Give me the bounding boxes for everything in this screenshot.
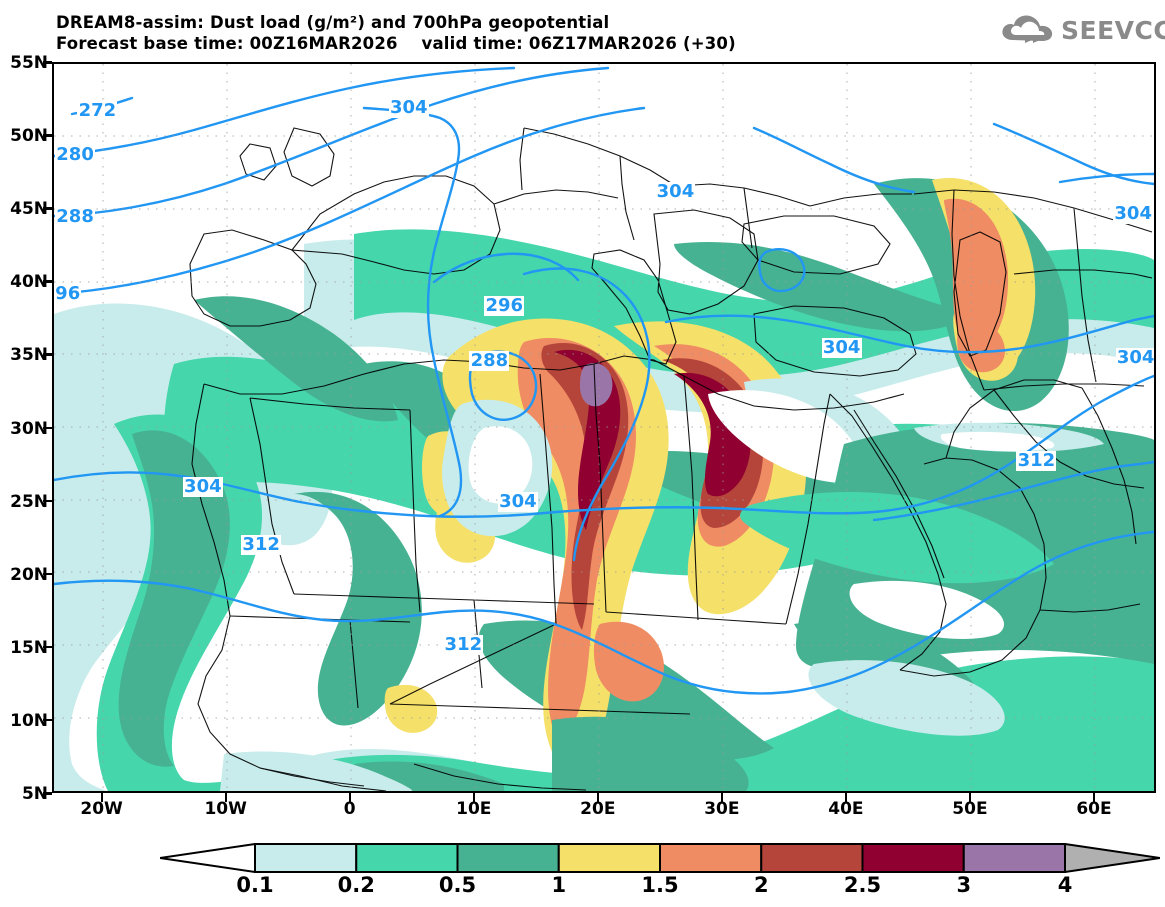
colorbar-tick-label: 2.5 — [843, 873, 882, 897]
cloud-icon — [1002, 15, 1053, 43]
longitude-tick-label: 30E — [704, 799, 740, 819]
colorbar-swatch — [456, 843, 560, 873]
latitude-tick-label: 15N — [10, 637, 48, 658]
latitude-tick-mark — [43, 718, 52, 722]
chart-header: DREAM8-assim: Dust load (g/m²) and 700hP… — [0, 0, 1165, 58]
contour-value-label: 304 — [655, 180, 696, 202]
colorbar-tick-label: 1.5 — [641, 873, 679, 897]
colorbar-swatch — [962, 843, 1066, 873]
latitude-tick-label: 40N — [10, 272, 48, 293]
contour-value-label: 304 — [821, 337, 862, 359]
colorbar-swatch — [760, 843, 864, 873]
dust-load-map — [54, 64, 1154, 791]
latitude-tick-label: 35N — [10, 345, 48, 366]
latitude-tick-label: 55N — [10, 53, 48, 73]
latitude-tick-mark — [43, 280, 52, 283]
latitude-tick-mark — [43, 207, 52, 210]
longitude-tick-mark — [472, 793, 476, 802]
longitude-tick-label: 0 — [343, 799, 356, 819]
latitude-tick-label: 45N — [10, 199, 48, 220]
longitude-tick-mark — [348, 793, 352, 802]
latitude-tick-label: 5N — [21, 784, 48, 804]
colorbar-tick-label: 3 — [956, 873, 972, 897]
longitude-tick-mark — [596, 793, 600, 802]
contour-value-label: 304 — [1113, 202, 1154, 224]
chart-subtitle: Forecast base time: 00Z16MAR2026 valid t… — [56, 34, 736, 53]
latitude-tick-mark — [43, 792, 52, 795]
contour-value-label: 312 — [241, 534, 282, 556]
colorbar-tick-label: 0.2 — [337, 873, 375, 897]
colorbar-swatch — [659, 843, 763, 873]
contour-value-label: 296 — [54, 283, 82, 304]
contour-value-label: 304 — [388, 97, 429, 119]
longitude-tick-label: 10W — [204, 799, 247, 819]
latitude-tick-mark — [43, 499, 52, 503]
latitude-tick-mark — [43, 572, 52, 576]
seevccc-logo: SEEVCCC — [999, 10, 1165, 50]
latitude-tick-mark — [43, 134, 52, 137]
dust-shading-layer — [54, 64, 1154, 791]
contour-value-label: 312 — [1016, 449, 1057, 471]
logo-text: SEEVCCC — [1061, 16, 1165, 45]
contour-value-label: 280 — [55, 144, 96, 166]
map-plot-area: 272 280 288 296 304 296 288 304 304 304 304 304 304 3… — [52, 62, 1156, 793]
colorbar-swatch — [557, 843, 661, 873]
latitude-tick-label: 25N — [10, 491, 48, 512]
longitude-tick-label: 10E — [456, 799, 492, 819]
longitude-tick-mark — [224, 793, 228, 802]
latitude-tick-mark — [43, 645, 52, 649]
latitude-tick-label: 50N — [10, 126, 48, 147]
colorbar-tick-label: 2 — [753, 873, 769, 897]
longitude-tick-label: 60E — [1076, 799, 1112, 819]
colorbar: 0.1 0.2 0.5 1 1.5 2 2.5 3 4 — [160, 843, 1160, 905]
contour-value-label: 304 — [182, 475, 223, 497]
latitude-tick-mark — [43, 353, 52, 356]
colorbar-swatch — [355, 843, 459, 873]
latitude-tick-mark — [43, 61, 52, 64]
latitude-tick-label: 10N — [10, 710, 48, 731]
colorbar-over-arrow — [1064, 843, 1160, 873]
latitude-tick-label: 20N — [10, 564, 48, 585]
colorbar-swatches — [160, 843, 1160, 873]
chart-title: DREAM8-assim: Dust load (g/m²) and 700hP… — [56, 13, 610, 32]
longitude-tick-mark — [100, 793, 104, 802]
geopotential-contours — [54, 66, 1154, 695]
colorbar-swatch — [254, 843, 358, 873]
contour-value-label: 296 — [484, 294, 525, 316]
longitude-tick-label: 50E — [952, 799, 988, 819]
contour-value-label: 288 — [55, 205, 96, 227]
latitude-tick-mark — [43, 426, 52, 429]
contour-value-label: 272 — [77, 100, 118, 122]
colorbar-tick-label: 4 — [1057, 873, 1073, 897]
longitude-tick-mark — [968, 793, 972, 802]
contour-value-label: 304 — [497, 490, 538, 512]
colorbar-under-arrow — [160, 843, 256, 873]
longitude-tick-label: 40E — [828, 799, 864, 819]
longitude-tick-mark — [720, 793, 724, 802]
longitude-tick-mark — [844, 793, 848, 802]
longitude-tick-label: 20E — [580, 799, 616, 819]
longitude-tick-mark — [1092, 793, 1096, 802]
contour-value-label: 312 — [443, 633, 484, 655]
colorbar-tick-label: 1 — [551, 873, 567, 897]
contour-value-label: 304 — [1115, 347, 1155, 369]
colorbar-tick-label: 0.1 — [236, 873, 274, 897]
latitude-tick-label: 30N — [10, 418, 48, 439]
contour-value-label: 288 — [469, 350, 510, 372]
longitude-tick-label: 20W — [80, 799, 123, 819]
colorbar-swatch — [861, 843, 965, 873]
colorbar-tick-label: 0.5 — [438, 873, 477, 897]
